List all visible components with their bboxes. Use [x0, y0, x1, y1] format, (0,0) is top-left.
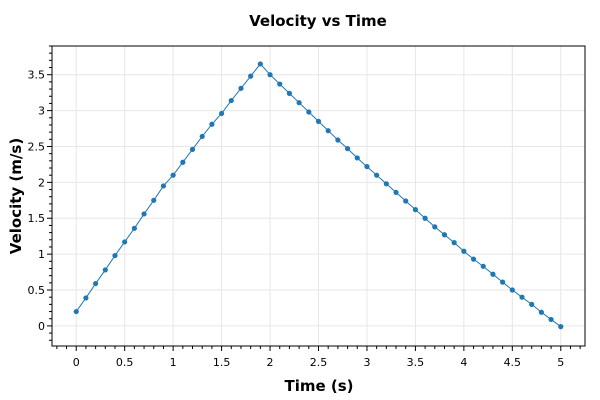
- data-point: [93, 280, 99, 287]
- data-point: [490, 271, 496, 277]
- data-point: [519, 294, 525, 300]
- y-tick-label: 3.5: [28, 69, 46, 82]
- data-point: [441, 232, 448, 238]
- data-point: [470, 256, 477, 262]
- x-tick-label: 4: [460, 356, 467, 369]
- data-point: [548, 316, 554, 323]
- data-point: [83, 295, 89, 301]
- series-layer: [73, 61, 564, 330]
- data-point: [277, 81, 283, 87]
- data-point: [374, 172, 380, 178]
- x-tick-label: 5: [557, 356, 564, 369]
- data-point: [248, 73, 254, 79]
- data-point: [286, 90, 293, 96]
- x-tick-label: 3: [363, 356, 370, 369]
- data-point: [335, 137, 341, 143]
- y-tick-label: 0: [38, 320, 45, 333]
- data-point: [151, 197, 157, 203]
- data-point: [529, 301, 535, 307]
- data-point: [180, 159, 186, 165]
- data-point: [354, 155, 360, 161]
- data-point: [199, 133, 205, 140]
- chart-title: Velocity vs Time: [249, 12, 387, 30]
- data-point: [112, 252, 118, 259]
- x-tick-label: 2.5: [310, 356, 328, 369]
- y-tick-label: 1.5: [28, 212, 46, 225]
- data-point: [403, 198, 409, 204]
- y-tick-label: 2.5: [28, 140, 46, 153]
- data-point: [538, 309, 544, 315]
- data-point: [422, 215, 428, 221]
- data-point: [509, 287, 515, 293]
- major-tick-layer: [47, 74, 562, 351]
- data-point: [122, 239, 128, 245]
- x-tick-label: 3.5: [407, 356, 425, 369]
- data-point: [238, 85, 244, 91]
- data-point: [218, 110, 225, 117]
- x-tick-label: 4.5: [504, 356, 522, 369]
- x-tick-label: 0: [73, 356, 80, 369]
- data-point: [432, 224, 438, 230]
- y-tick-label: 0.5: [28, 284, 46, 297]
- data-point: [325, 128, 331, 134]
- data-point: [141, 211, 147, 217]
- data-point: [306, 109, 312, 115]
- data-point: [170, 172, 176, 178]
- data-point: [209, 121, 215, 127]
- x-tick-label: 2: [267, 356, 274, 369]
- data-point: [364, 163, 370, 170]
- data-point: [383, 181, 389, 187]
- data-point: [500, 279, 506, 285]
- minor-tick-layer: [49, 45, 581, 349]
- data-point: [451, 240, 457, 246]
- data-point: [344, 146, 351, 152]
- data-point: [102, 267, 108, 273]
- data-point: [412, 207, 419, 213]
- data-point: [228, 97, 234, 104]
- x-tick-label: 1: [170, 356, 177, 369]
- data-point: [461, 248, 467, 254]
- data-point: [267, 72, 273, 78]
- grid-layer: [52, 46, 585, 346]
- y-axis-label: Velocity (m/s): [7, 138, 25, 254]
- data-point: [393, 189, 399, 196]
- data-point: [558, 324, 564, 330]
- tick-label-layer: 0 0.5 1 1.5 2 2.5 3 3.5 4 4.5 5 0 0.5 1 1.5 2 2.5 3 3.5: [28, 69, 565, 369]
- data-point: [189, 146, 196, 152]
- x-tick-label: 1.5: [213, 356, 231, 369]
- data-point: [73, 308, 79, 315]
- y-tick-label: 2: [38, 176, 45, 189]
- data-point: [480, 263, 486, 269]
- y-tick-label: 3: [38, 105, 45, 118]
- data-point: [257, 61, 263, 67]
- plot-frame: [51, 45, 586, 347]
- data-point: [160, 183, 167, 189]
- y-tick-label: 1: [38, 248, 45, 261]
- x-axis-label: Time (s): [284, 377, 353, 395]
- data-point: [296, 100, 302, 106]
- x-tick-label: 0.5: [116, 356, 134, 369]
- data-point: [315, 118, 322, 124]
- data-point: [131, 225, 137, 231]
